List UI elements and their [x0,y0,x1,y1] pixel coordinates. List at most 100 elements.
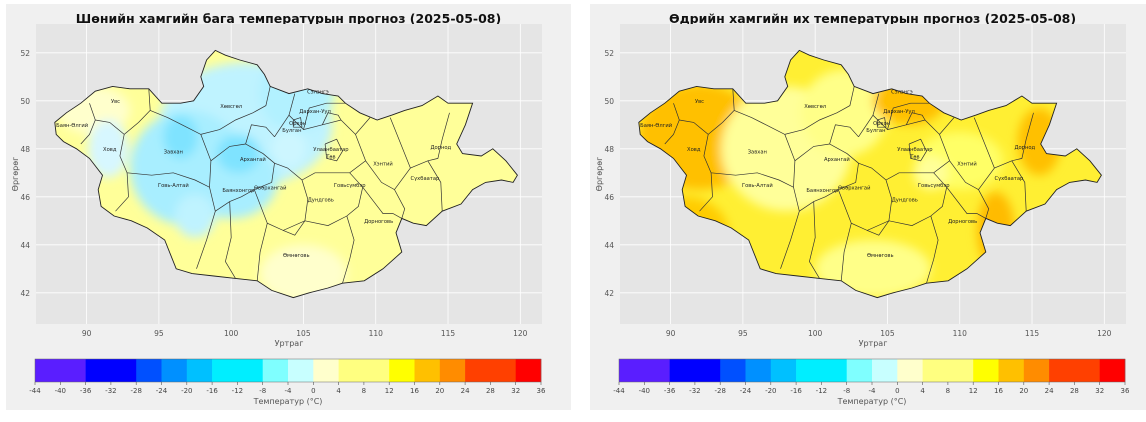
colorbar-tick-label: -12 [232,387,243,395]
region-label: Баянхонгор [806,188,839,194]
colorbar-bin [720,359,746,382]
field-patch [174,194,216,238]
axes: 90 95 100 105 110 115 120 42 44 46 48 50 52 Уртраг Өрг… [595,49,1112,348]
colorbar-bin [1099,359,1126,382]
colorbar-bin [973,359,999,382]
region-label: Увс [695,99,704,105]
region-label: Дорноговь [948,219,977,225]
aimag-border [888,172,948,226]
max-temp-map: Увс Баян-Өлгий Ховд Завхан Хөвсгөл Архангай Бу… [595,24,1130,406]
colorbar-tick-label: -20 [765,387,776,395]
x-tick-label: 105 [296,329,311,338]
colorbar-bin [1049,359,1100,382]
colorbar-tick-label: 32 [1095,387,1104,395]
colorbar-tick-label: -28 [714,387,725,395]
y-tick-label: 44 [20,241,30,250]
y-tick-label: 52 [604,49,614,58]
region-label: Орхон [873,121,890,127]
aimag-border [707,88,735,135]
aimag-border [288,93,296,116]
region-label: Дорнод [1014,145,1035,151]
colorbar-tick-label: -24 [740,387,752,395]
region-label: Өмнөговь [867,253,894,259]
aimag-border [80,103,96,145]
colorbar-tick-label: -20 [181,387,192,395]
x-tick-label: 105 [880,329,895,338]
colorbar-tick-label: 12 [969,387,978,395]
colorbar-tick-label: 24 [1045,387,1054,395]
colorbar-tick-label: -12 [816,387,827,395]
aimag-border [150,86,271,135]
aimag-border [905,112,926,125]
field-patch [271,129,307,168]
colorbar-tick-label: -28 [130,387,141,395]
aimag-border [711,172,800,269]
aimag-border [253,162,309,231]
region-label: Төв [325,154,335,160]
colorbar-bin [669,359,721,382]
aimag-border [256,223,268,281]
colorbar-tick-label: -32 [689,387,700,395]
colorbar-bin [313,359,339,382]
colorbar-tick-label: 36 [1121,387,1130,395]
colorbar-tick-label: 28 [1070,387,1079,395]
colorbar-tick-label: 16 [410,387,419,395]
max-temp-title: Өдрийн хамгийн их температурын прогноз (… [668,11,1077,26]
region-labels: Увс Баян-Өлгий Ховд Завхан Хөвсгөл Архангай Бу… [56,90,451,259]
region-label: Говь-Алтай [742,182,773,189]
colorbar-tick-label: -8 [843,387,850,395]
aimag-border [867,220,890,236]
aimag-border [225,201,236,279]
aimag-border [292,117,303,128]
colorbar: -44 -40 -36 -32 -28 -24 -20 -16 -12 -8 -4 0 4 8 12 16 20… [613,358,1130,406]
colorbar-bin [922,359,974,382]
colorbar-tick-label: -8 [259,387,266,395]
colorbar-bin [872,359,898,382]
aimag-border [809,201,820,279]
region-label: Дархан-Уул [299,109,331,115]
region-label: Өвөрхангай [254,185,287,192]
colorbar: -44 -40 -36 -32 -28 -24 -20 -16 -12 -8 -4 0 4 8 12 16 20… [29,358,546,406]
colorbar-bin [515,359,542,382]
colorbar-tick-label: -40 [55,387,66,395]
region-label: Өмнөговь [283,253,310,259]
colorbar-bin [389,359,415,382]
x-axis-label: Уртраг [275,339,304,348]
colorbar-bin [338,359,390,382]
colorbar-bin [186,359,213,382]
aimag-border [840,223,852,281]
region-label: Завхан [748,150,767,156]
x-tick-label: 115 [441,329,456,338]
x-tick-label: 90 [82,329,92,338]
aimag-border [973,117,995,169]
y-axis-label: Өргөрөг [11,157,20,192]
x-tick-label: 110 [369,329,384,338]
x-tick-label: 90 [666,329,676,338]
colorbar-tick-label: 28 [486,387,495,395]
colorbar-tick-label: 32 [511,387,520,395]
y-tick-label: 48 [20,145,30,154]
x-tick-label: 95 [738,329,748,338]
region-label: Архангай [824,156,850,163]
min-temp-map: Увс Баян-Өлгий Ховд Завхан Хөвсгөл Архангай Бу… [11,24,546,406]
x-axis-label: Уртраг [859,339,888,348]
region-label: Дундговь [892,198,918,204]
x-tick-label: 120 [513,329,528,338]
country-border [638,49,1102,299]
y-tick-label: 52 [20,49,30,58]
colorbar-tick-label: 4 [920,387,925,395]
region-label: Ховд [103,147,117,153]
colorbar-tick-label: 36 [537,387,546,395]
colorbar-bin [288,359,314,382]
aimag-border [283,220,306,236]
colorbar-tick-label: -4 [285,387,293,395]
colorbar-bin [262,359,289,382]
region-label: Баянхонгор [222,188,255,194]
aimag-border [829,124,859,145]
colorbar-bin [998,359,1025,382]
region-label: Говьсүмбэр [334,183,366,189]
y-tick-label: 46 [20,193,30,202]
aimag-border [926,215,939,284]
colorbar-tick-label: -16 [206,387,218,395]
aimag-border [321,112,342,125]
